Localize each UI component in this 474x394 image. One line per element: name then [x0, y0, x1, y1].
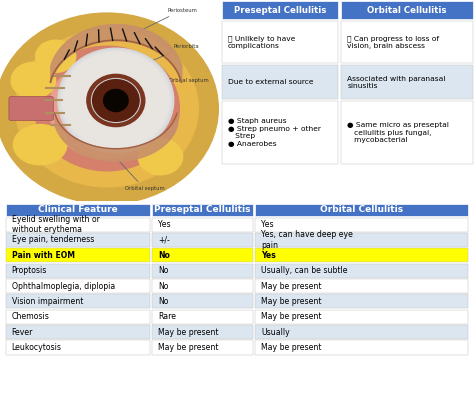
Text: May be present: May be present [158, 327, 219, 336]
Text: Preseptal Cellulitis: Preseptal Cellulitis [234, 6, 326, 15]
FancyBboxPatch shape [255, 279, 468, 293]
FancyBboxPatch shape [255, 204, 468, 216]
FancyBboxPatch shape [255, 340, 468, 355]
Ellipse shape [0, 13, 219, 204]
Ellipse shape [13, 125, 67, 165]
FancyBboxPatch shape [152, 248, 253, 262]
FancyBboxPatch shape [152, 310, 253, 324]
Text: Leukocytosis: Leukocytosis [12, 343, 62, 352]
Text: May be present: May be present [261, 297, 322, 306]
Ellipse shape [16, 30, 198, 187]
FancyBboxPatch shape [255, 248, 468, 262]
FancyBboxPatch shape [6, 248, 150, 262]
Text: ● Staph aureus
● Strep pneumo + other
   Strep
● Anaerobes: ● Staph aureus ● Strep pneumo + other St… [228, 118, 321, 147]
FancyBboxPatch shape [222, 102, 338, 164]
Circle shape [58, 48, 174, 153]
Text: Eyelid swelling with or
without erythema: Eyelid swelling with or without erythema [12, 215, 100, 234]
Ellipse shape [138, 139, 182, 175]
FancyBboxPatch shape [6, 294, 150, 309]
Text: May be present: May be present [261, 281, 322, 290]
Text: ✅ Unlikely to have
complications: ✅ Unlikely to have complications [228, 35, 295, 49]
FancyBboxPatch shape [6, 279, 150, 293]
Circle shape [104, 89, 128, 112]
Text: No: No [158, 251, 170, 260]
Text: Usually: Usually [261, 327, 290, 336]
FancyBboxPatch shape [152, 325, 253, 339]
Text: Due to external source: Due to external source [228, 79, 313, 85]
Text: Yes: Yes [261, 251, 276, 260]
FancyBboxPatch shape [255, 217, 468, 232]
Circle shape [91, 78, 140, 123]
Ellipse shape [11, 62, 56, 98]
FancyBboxPatch shape [152, 217, 253, 232]
Text: May be present: May be present [261, 312, 322, 321]
FancyBboxPatch shape [152, 294, 253, 309]
Ellipse shape [35, 46, 179, 171]
Circle shape [63, 52, 169, 149]
Text: Chemosis: Chemosis [12, 312, 50, 321]
Text: Clinical Feature: Clinical Feature [38, 205, 118, 214]
Text: ❌ Can progress to loss of
vision, brain abscess: ❌ Can progress to loss of vision, brain … [347, 35, 439, 49]
FancyBboxPatch shape [255, 233, 468, 247]
Text: ● Same micro as preseptal
   cellulitis plus fungal,
   mycobacterial: ● Same micro as preseptal cellulitis plu… [347, 122, 449, 143]
FancyBboxPatch shape [255, 264, 468, 278]
Text: Yes: Yes [158, 220, 171, 229]
FancyBboxPatch shape [6, 204, 150, 216]
FancyBboxPatch shape [341, 102, 473, 164]
FancyBboxPatch shape [341, 1, 473, 19]
Text: Yes: Yes [261, 220, 274, 229]
Text: Orbital Cellulitis: Orbital Cellulitis [320, 205, 403, 214]
Text: Orbital Cellulitis: Orbital Cellulitis [367, 6, 447, 15]
FancyBboxPatch shape [222, 1, 338, 19]
FancyBboxPatch shape [6, 310, 150, 324]
FancyBboxPatch shape [255, 325, 468, 339]
FancyBboxPatch shape [222, 21, 338, 63]
Text: +/-: +/- [158, 236, 170, 244]
Text: Fever: Fever [12, 327, 33, 336]
FancyBboxPatch shape [341, 65, 473, 99]
FancyBboxPatch shape [255, 294, 468, 309]
Circle shape [87, 74, 145, 126]
Text: Yes, can have deep eye
pain: Yes, can have deep eye pain [261, 230, 353, 250]
Text: Usually, can be subtle: Usually, can be subtle [261, 266, 347, 275]
FancyBboxPatch shape [152, 340, 253, 355]
Text: May be present: May be present [261, 343, 322, 352]
Text: Orbital septum: Orbital septum [150, 78, 209, 90]
Text: Orbital septum: Orbital septum [113, 155, 164, 191]
FancyBboxPatch shape [6, 217, 150, 232]
FancyBboxPatch shape [152, 264, 253, 278]
Text: No: No [158, 297, 168, 306]
Ellipse shape [49, 58, 165, 159]
FancyBboxPatch shape [6, 264, 150, 278]
FancyBboxPatch shape [152, 204, 253, 216]
Text: Ophthalmoplegia, diplopia: Ophthalmoplegia, diplopia [12, 281, 115, 290]
FancyBboxPatch shape [341, 21, 473, 63]
Text: May be present: May be present [158, 343, 219, 352]
Text: Periosteum: Periosteum [132, 7, 197, 35]
Text: Preseptal Cellulitis: Preseptal Cellulitis [155, 205, 251, 214]
Text: Associated with paranasal
sinusitis: Associated with paranasal sinusitis [347, 76, 446, 89]
Text: Eye pain, tenderness: Eye pain, tenderness [12, 236, 94, 244]
FancyBboxPatch shape [9, 97, 54, 121]
Text: No: No [158, 281, 168, 290]
FancyBboxPatch shape [152, 233, 253, 247]
FancyBboxPatch shape [6, 233, 150, 247]
FancyBboxPatch shape [222, 65, 338, 99]
Ellipse shape [60, 50, 172, 151]
FancyBboxPatch shape [152, 279, 253, 293]
Text: Vision impairment: Vision impairment [12, 297, 83, 306]
Text: Proptosis: Proptosis [12, 266, 47, 275]
Text: Periorbita: Periorbita [136, 44, 200, 67]
Text: Rare: Rare [158, 312, 176, 321]
Ellipse shape [36, 40, 76, 72]
FancyBboxPatch shape [6, 325, 150, 339]
FancyBboxPatch shape [6, 340, 150, 355]
FancyBboxPatch shape [255, 310, 468, 324]
Text: Pain with EOM: Pain with EOM [12, 251, 75, 260]
Text: No: No [158, 266, 168, 275]
